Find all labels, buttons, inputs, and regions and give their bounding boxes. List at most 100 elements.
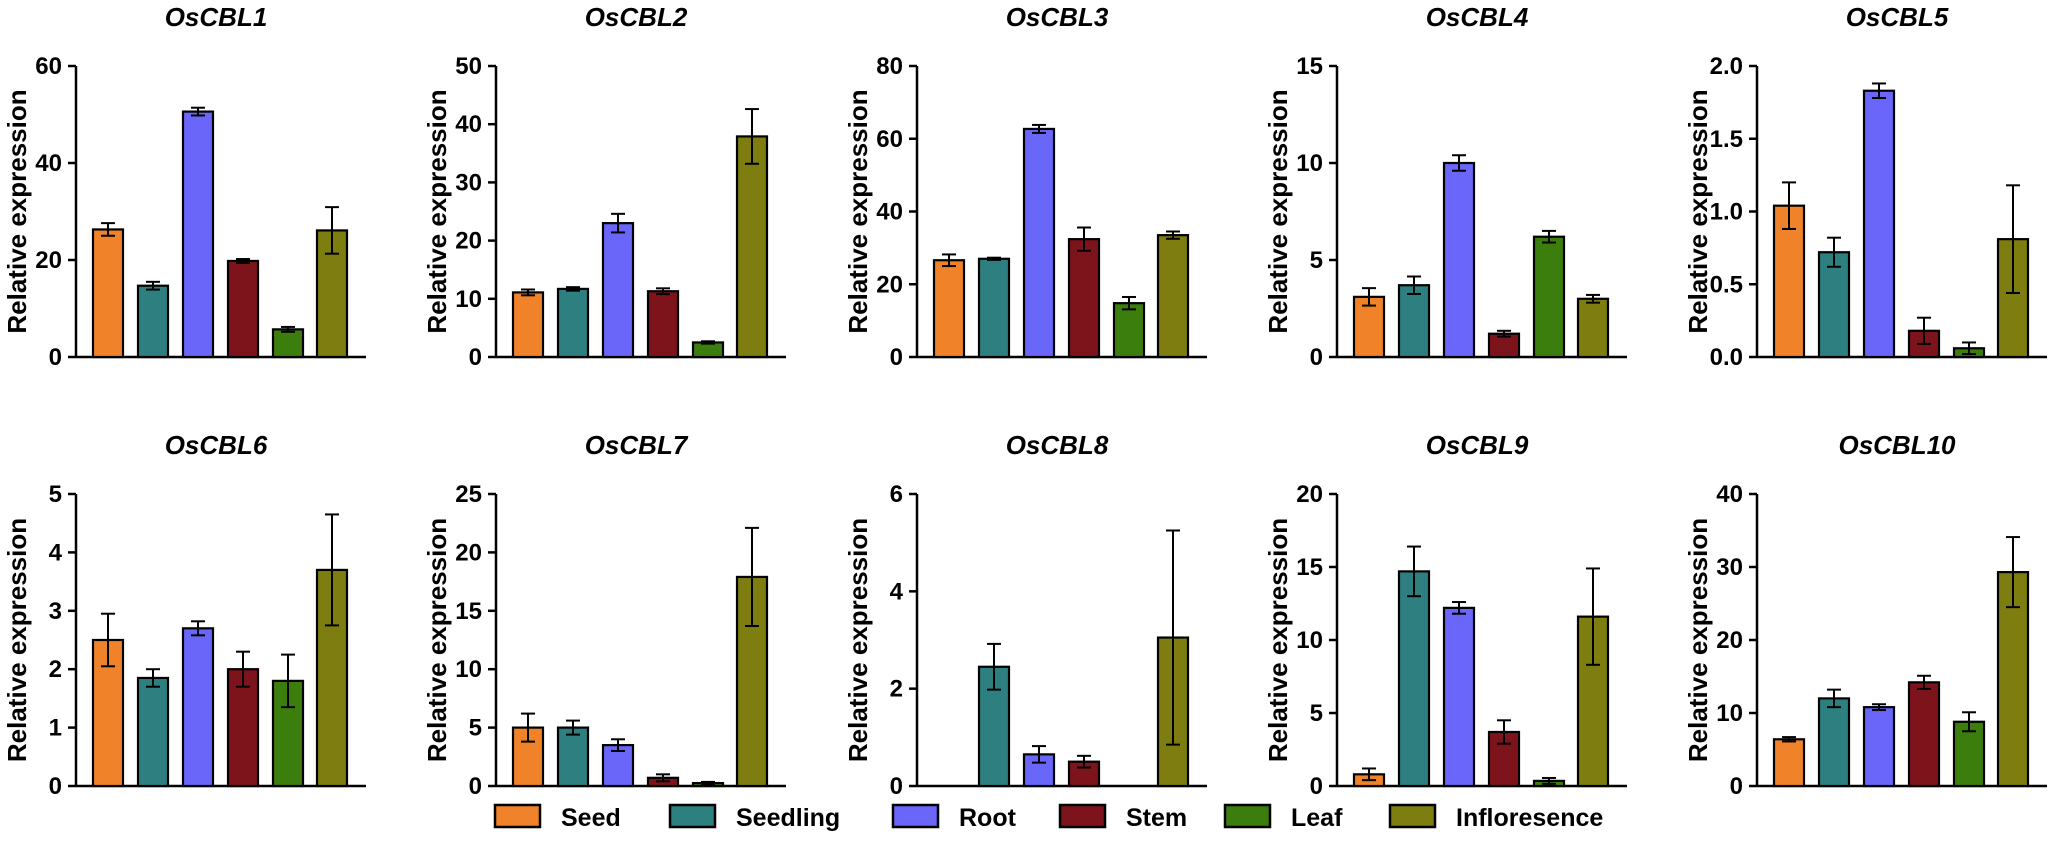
y-tick-label: 5	[469, 715, 482, 742]
bar-root	[1862, 706, 1896, 788]
bar-root	[1442, 606, 1476, 788]
legend-item-seed: Seed	[493, 803, 621, 832]
bar-root	[181, 627, 215, 788]
y-tick-label: 0	[49, 344, 62, 371]
y-tick-label: 5	[49, 481, 62, 508]
y-tick-label: 30	[1716, 554, 1743, 581]
bar-stem	[646, 290, 680, 359]
y-axis-label: Relative expression	[2, 518, 32, 762]
bar-stem	[1067, 238, 1101, 359]
y-tick-label: 10	[1296, 627, 1323, 654]
bar-leaf	[1532, 235, 1566, 359]
chart-title: OsCBL6	[165, 430, 268, 460]
legend-label: Root	[959, 804, 1017, 832]
chart-title: OsCBL4	[1426, 2, 1529, 32]
y-tick-label: 0	[1310, 773, 1323, 800]
chart-title: OsCBL2	[585, 2, 688, 32]
y-tick-label: 0.0	[1710, 344, 1743, 371]
legend-item-root: Root	[891, 803, 1017, 832]
bar-seedling	[1397, 570, 1431, 788]
chart-title: OsCBL8	[1006, 430, 1109, 460]
chart-panel-OsCBL1: OsCBL1 Relative expression 0 20 40 60	[2, 2, 366, 371]
y-tick-label: 60	[876, 126, 903, 153]
bar-infloresence	[1156, 234, 1190, 359]
y-tick-label: 50	[455, 53, 482, 80]
y-tick-label: 0	[49, 773, 62, 800]
chart-panel-OsCBL9: OsCBL9 Relative expression 0 5 10 15 20	[1263, 430, 1627, 800]
legend-swatch	[891, 803, 940, 829]
chart-title: OsCBL7	[585, 430, 689, 460]
bar-seedling	[136, 676, 170, 788]
y-tick-label: 0	[890, 344, 903, 371]
y-axis-label: Relative expression	[843, 518, 873, 762]
y-tick-label: 2	[890, 676, 903, 703]
bar-seedling	[556, 287, 590, 359]
bar-root	[181, 110, 215, 359]
y-tick-label: 15	[1296, 554, 1323, 581]
bar-seedling	[1817, 697, 1851, 788]
y-tick-label: 0	[890, 773, 903, 800]
y-tick-label: 80	[876, 53, 903, 80]
chart-panel-OsCBL3: OsCBL3 Relative expression 0 20 40 60 80	[843, 2, 1207, 371]
y-tick-label: 15	[455, 598, 482, 625]
y-tick-label: 4	[890, 578, 904, 605]
y-tick-label: 30	[455, 169, 482, 196]
y-tick-label: 40	[455, 111, 482, 138]
legend-label: Leaf	[1291, 804, 1343, 832]
legend-swatch	[668, 803, 717, 829]
y-axis-label: Relative expression	[1263, 89, 1293, 333]
y-tick-label: 1	[49, 715, 62, 742]
chart-panel-OsCBL5: OsCBL5 Relative expression 0.0 0.5 1.0 1.5 2.0	[1683, 2, 2047, 371]
legend-swatch	[1058, 803, 1107, 829]
bar-root	[1862, 89, 1896, 359]
legend-item-stem: Stem	[1058, 803, 1187, 832]
bar-seed	[932, 259, 966, 359]
y-tick-label: 5	[1310, 700, 1323, 727]
y-axis-label: Relative expression	[1683, 518, 1713, 762]
y-tick-label: 0	[469, 344, 482, 371]
y-tick-label: 1.5	[1710, 126, 1743, 153]
legend-label: Seedling	[736, 804, 840, 832]
bar-stem	[226, 259, 260, 359]
y-axis-label: Relative expression	[843, 89, 873, 333]
legend-swatch	[493, 803, 542, 829]
y-tick-label: 2	[49, 656, 62, 683]
y-axis-label: Relative expression	[2, 89, 32, 333]
y-tick-label: 25	[455, 481, 482, 508]
y-tick-label: 4	[49, 539, 63, 566]
chart-panel-OsCBL2: OsCBL2 Relative expression 0 10 20 30 40 50	[422, 2, 786, 371]
bar-seedling	[556, 726, 590, 788]
bar-seed	[1772, 204, 1806, 359]
bar-seedling	[977, 257, 1011, 359]
y-tick-label: 0	[1310, 344, 1323, 371]
bar-root	[601, 222, 635, 359]
bar-seedling	[136, 284, 170, 359]
bar-seed	[511, 291, 545, 359]
y-axis-label: Relative expression	[1263, 518, 1293, 762]
legend-label: Infloresence	[1456, 804, 1603, 832]
chart-panel-OsCBL4: OsCBL4 Relative expression 0 5 10 15	[1263, 2, 1627, 371]
y-tick-label: 20	[1296, 481, 1323, 508]
y-tick-label: 15	[1296, 53, 1323, 80]
y-tick-label: 3	[49, 598, 62, 625]
chart-title: OsCBL3	[1006, 2, 1109, 32]
y-tick-label: 1.0	[1710, 199, 1743, 226]
chart-panel-OsCBL7: OsCBL7 Relative expression 0 5 10 15 20 25	[422, 430, 786, 800]
y-tick-label: 5	[1310, 247, 1323, 274]
legend-swatch	[1388, 803, 1437, 829]
legend-label: Seed	[561, 804, 621, 832]
y-axis-label: Relative expression	[422, 518, 452, 762]
bar-seedling	[1817, 251, 1851, 359]
y-tick-label: 10	[1716, 700, 1743, 727]
legend-swatch	[1223, 803, 1272, 829]
y-tick-label: 0.5	[1710, 271, 1743, 298]
y-tick-label: 20	[455, 539, 482, 566]
legend-item-seedling: Seedling	[668, 803, 840, 832]
bar-root	[1022, 127, 1056, 359]
bar-seed	[91, 228, 125, 359]
y-tick-label: 10	[455, 656, 482, 683]
bar-seed	[1772, 738, 1806, 788]
chart-title: OsCBL5	[1846, 2, 1949, 32]
chart-panel-OsCBL8: OsCBL8 Relative expression 0 2 4 6	[843, 430, 1207, 800]
